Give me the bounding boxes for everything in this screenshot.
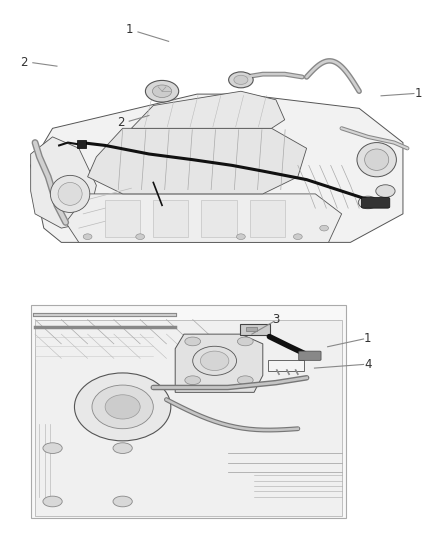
Ellipse shape — [74, 373, 171, 441]
Ellipse shape — [92, 385, 153, 429]
FancyBboxPatch shape — [299, 351, 321, 360]
Text: 4: 4 — [364, 358, 372, 371]
Circle shape — [113, 496, 132, 507]
Text: 2: 2 — [117, 116, 124, 129]
Text: 1: 1 — [125, 23, 133, 36]
Ellipse shape — [105, 395, 140, 419]
Circle shape — [237, 337, 253, 346]
Polygon shape — [175, 334, 263, 392]
FancyBboxPatch shape — [31, 305, 346, 519]
Polygon shape — [35, 320, 342, 516]
Text: 3: 3 — [272, 313, 279, 326]
Circle shape — [185, 376, 201, 385]
Polygon shape — [31, 137, 96, 228]
Ellipse shape — [200, 351, 229, 370]
Circle shape — [320, 225, 328, 231]
Bar — [77, 140, 86, 148]
Polygon shape — [250, 199, 285, 237]
Circle shape — [185, 337, 201, 346]
Circle shape — [145, 80, 179, 102]
Ellipse shape — [58, 182, 82, 205]
Circle shape — [229, 72, 253, 88]
Polygon shape — [153, 199, 188, 237]
Polygon shape — [201, 199, 237, 237]
Ellipse shape — [50, 175, 90, 213]
Polygon shape — [66, 194, 342, 243]
Circle shape — [152, 85, 172, 98]
Ellipse shape — [364, 149, 389, 171]
Text: 1: 1 — [414, 87, 422, 100]
Ellipse shape — [193, 346, 237, 375]
Circle shape — [376, 185, 395, 197]
FancyBboxPatch shape — [240, 324, 270, 335]
Circle shape — [237, 234, 245, 239]
Circle shape — [43, 496, 62, 507]
Polygon shape — [31, 94, 403, 243]
FancyBboxPatch shape — [361, 197, 390, 208]
Circle shape — [293, 234, 302, 239]
Circle shape — [237, 376, 253, 385]
Polygon shape — [131, 91, 285, 128]
Circle shape — [136, 234, 145, 239]
Circle shape — [113, 443, 132, 454]
Ellipse shape — [357, 142, 396, 177]
Text: 1: 1 — [364, 333, 372, 345]
Polygon shape — [88, 128, 307, 194]
Circle shape — [43, 443, 62, 454]
Bar — [246, 327, 257, 331]
Polygon shape — [105, 199, 140, 237]
Circle shape — [83, 234, 92, 239]
Text: 2: 2 — [20, 56, 28, 69]
Circle shape — [234, 75, 248, 84]
Circle shape — [358, 196, 378, 209]
FancyBboxPatch shape — [268, 360, 304, 371]
